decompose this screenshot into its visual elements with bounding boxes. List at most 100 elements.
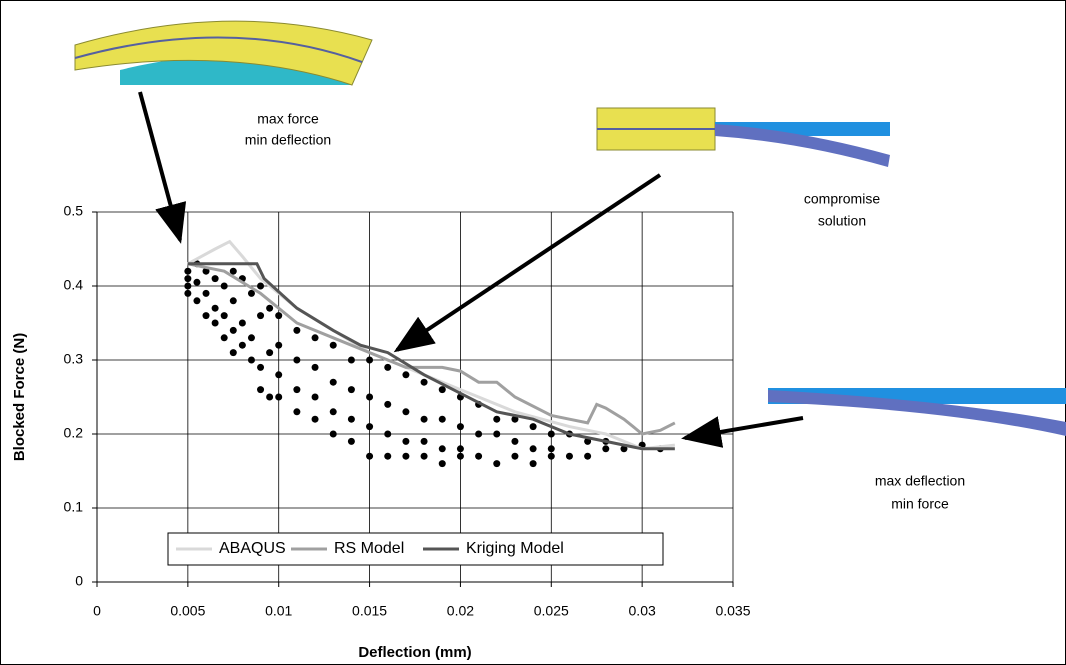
point [348, 438, 355, 445]
point [348, 386, 355, 393]
annotation: min force [891, 496, 949, 512]
point [366, 357, 373, 364]
point [330, 379, 337, 386]
annotation: compromise [804, 191, 880, 207]
point [439, 460, 446, 467]
x-tick-label: 0.01 [265, 603, 292, 619]
point [203, 312, 210, 319]
x-axis-title: Deflection (mm) [358, 644, 471, 661]
point [184, 283, 191, 290]
point [293, 386, 300, 393]
point [475, 431, 482, 438]
point [366, 394, 373, 401]
annotation: solution [818, 213, 866, 229]
point [384, 401, 391, 408]
point [384, 364, 391, 371]
point [275, 371, 282, 378]
point [511, 453, 518, 460]
x-tick-label: 0.005 [170, 603, 205, 619]
point [366, 423, 373, 430]
point [402, 408, 409, 415]
point [421, 379, 428, 386]
point [384, 453, 391, 460]
point [193, 297, 200, 304]
x-tick-label: 0.025 [534, 603, 569, 619]
point [566, 453, 573, 460]
point [193, 279, 200, 286]
point [221, 334, 228, 341]
point [212, 320, 219, 327]
point [439, 445, 446, 452]
point [221, 312, 228, 319]
point [266, 349, 273, 356]
point [257, 283, 264, 290]
point [212, 305, 219, 312]
point [439, 416, 446, 423]
point [248, 334, 255, 341]
point [184, 275, 191, 282]
point [421, 438, 428, 445]
legend-label: Kriging Model [466, 540, 564, 557]
point [402, 453, 409, 460]
point [493, 460, 500, 467]
point [402, 438, 409, 445]
point [203, 290, 210, 297]
point [312, 364, 319, 371]
point [293, 327, 300, 334]
point [548, 453, 555, 460]
point [239, 320, 246, 327]
point [602, 445, 609, 452]
point [312, 394, 319, 401]
point [530, 423, 537, 430]
point [493, 416, 500, 423]
point [257, 312, 264, 319]
point [457, 423, 464, 430]
point [266, 305, 273, 312]
point [402, 371, 409, 378]
chart: max force min deflection compromise solu… [0, 0, 1066, 665]
point [457, 445, 464, 452]
point [530, 460, 537, 467]
point [330, 342, 337, 349]
point [184, 268, 191, 275]
y-tick-label: 0.3 [64, 351, 84, 367]
y-tick-label: 0.5 [64, 203, 84, 219]
point [384, 431, 391, 438]
point [548, 445, 555, 452]
point [530, 445, 537, 452]
point [230, 297, 237, 304]
point [312, 416, 319, 423]
point [348, 357, 355, 364]
point [457, 453, 464, 460]
point [293, 408, 300, 415]
annotation: max deflection [875, 473, 965, 489]
x-tick-label: 0.015 [352, 603, 387, 619]
point [493, 431, 500, 438]
point [421, 453, 428, 460]
page: max force min deflection compromise solu… [0, 0, 1066, 665]
legend-label: RS Model [334, 540, 404, 557]
point [511, 438, 518, 445]
point [257, 364, 264, 371]
y-axis-title: Blocked Force (N) [11, 333, 28, 461]
x-tick-label: 0.02 [447, 603, 474, 619]
point [548, 431, 555, 438]
point [366, 453, 373, 460]
point [230, 327, 237, 334]
point [475, 453, 482, 460]
y-tick-label: 0.4 [64, 277, 84, 293]
point [293, 357, 300, 364]
annotation: min deflection [245, 132, 331, 148]
point [221, 283, 228, 290]
x-tick-label: 0.03 [629, 603, 656, 619]
point [184, 290, 191, 297]
point [257, 386, 264, 393]
point [330, 431, 337, 438]
point [230, 349, 237, 356]
x-tick-label: 0 [93, 603, 101, 619]
point [266, 394, 273, 401]
point [275, 312, 282, 319]
y-tick-label: 0.1 [64, 499, 84, 515]
point [275, 394, 282, 401]
point [212, 275, 219, 282]
